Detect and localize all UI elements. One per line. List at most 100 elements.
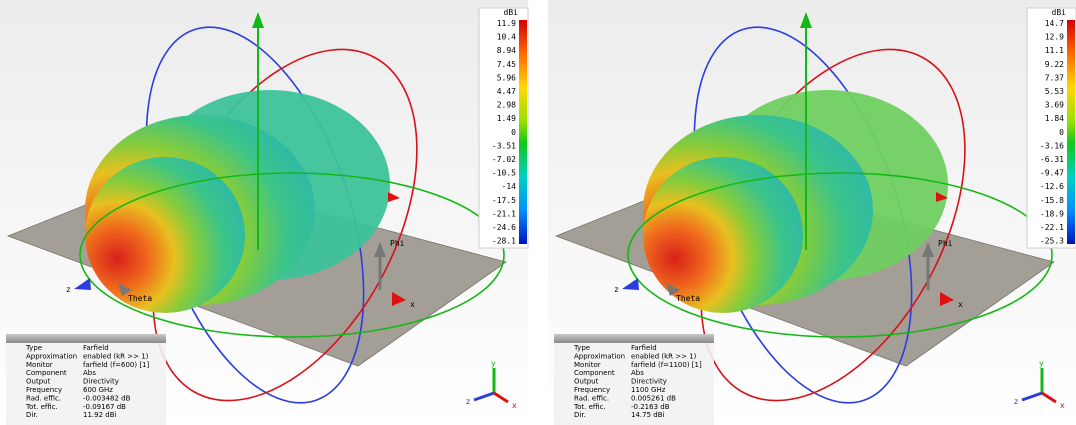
z-axis-label: z <box>614 285 619 294</box>
info-label: Frequency <box>574 386 610 394</box>
colorbar-tick-label: -21.1 <box>492 209 516 218</box>
colorbar-tick-label: -22.1 <box>1040 223 1064 232</box>
axis-triad: y z x <box>466 359 517 410</box>
colorbar-tick-label: -6.31 <box>1040 155 1064 164</box>
colorbar-tick-label: 11.9 <box>497 19 516 28</box>
info-label: Dir. <box>574 411 586 419</box>
info-value: 1100 GHz <box>631 386 666 394</box>
info-value: Farfield <box>83 344 109 352</box>
colorbar-tick-label: -25.3 <box>1040 237 1064 246</box>
triad-y-label: y <box>491 359 496 368</box>
info-label: Frequency <box>26 386 62 394</box>
info-value: enabled (kR >> 1) <box>83 352 149 360</box>
info-label: Dir. <box>26 411 38 419</box>
colorbar-tick-label: 12.9 <box>1045 33 1064 42</box>
info-label: Approximation <box>574 352 625 360</box>
triad-z <box>1021 391 1043 402</box>
info-value: farfield (f=600) [1] <box>83 361 150 369</box>
x-axis-label: x <box>958 300 963 309</box>
green-circle <box>79 172 505 338</box>
colorbar-tick-label: -15.8 <box>1040 196 1064 205</box>
info-value: enabled (kR >> 1) <box>631 352 697 360</box>
colorbar-gradient <box>1067 20 1075 244</box>
x-arrow-head <box>392 292 406 306</box>
colorbar-tick-label: 7.37 <box>1045 73 1064 82</box>
info-label: Component <box>26 369 67 377</box>
info-box: Type Farfield Approximation enabled (kR >> … <box>554 334 714 425</box>
info-label: Output <box>574 378 599 386</box>
colorbar-tick-label: -18.9 <box>1040 209 1064 218</box>
info-value: -0.2163 dB <box>631 403 670 411</box>
info-box-header <box>554 334 714 343</box>
farfield-panel: Phi Theta x z dBi 11.9 10.4 8.94 7.45 5.96 4.47 2.9… <box>0 0 529 425</box>
colorbar-unit: dBi <box>504 8 519 17</box>
triad-x <box>493 391 509 404</box>
colorbar-tick-label: 10.4 <box>497 33 516 42</box>
x-axis-label: x <box>410 300 415 309</box>
triad-z-label: z <box>466 397 470 406</box>
red-marker <box>388 192 400 202</box>
theta-arrow-head <box>666 283 680 296</box>
info-box-body <box>554 343 714 425</box>
axis-triad: y z x <box>1014 359 1065 410</box>
colorbar-tick-label: 7.45 <box>497 60 516 69</box>
colorbar-tick-label: -10.5 <box>492 169 516 178</box>
z-axis-label: z <box>66 285 71 294</box>
farfield-panel: Phi Theta x z dBi 14.7 12.9 11.1 9.22 7.37 5.53 3.6… <box>548 0 1076 425</box>
colorbar: dBi 11.9 10.4 8.94 7.45 5.96 4.47 2.98 1.49 0 -3.5… <box>478 7 529 249</box>
colorbar-tick-label: -12.6 <box>1040 182 1064 191</box>
colorbar-tick-label: 14.7 <box>1045 19 1064 28</box>
colorbar-tick-label: -14 <box>502 182 517 191</box>
colorbar-tick-label: -17.5 <box>492 196 516 205</box>
info-value: -0.003482 dB <box>83 394 131 402</box>
triad-y-label: y <box>1039 359 1044 368</box>
info-value: Abs <box>631 369 644 377</box>
info-value: farfield (f=1100) [1] <box>631 361 702 369</box>
info-value: Abs <box>83 369 96 377</box>
phi-arrow-head <box>374 242 386 257</box>
colorbar-tick-label: 4.47 <box>497 87 516 96</box>
info-value: -0.09167 dB <box>83 403 126 411</box>
colorbar-tick-label: 0 <box>1059 128 1064 137</box>
theta-arrow-head <box>118 283 132 296</box>
colorbar-tick-label: -28.1 <box>492 237 516 246</box>
info-value: Directivity <box>631 378 667 386</box>
arrow-head <box>252 12 264 28</box>
colorbar-tick-label: 8.94 <box>497 46 516 55</box>
colorbar-unit: dBi <box>1052 8 1067 17</box>
triad-x <box>1041 391 1057 404</box>
colorbar-tick-label: 5.53 <box>1045 87 1064 96</box>
colorbar-tick-label: 9.22 <box>1045 60 1064 69</box>
z-arrow-head <box>74 278 91 290</box>
phi-label: Phi <box>390 239 405 248</box>
info-value: Directivity <box>83 378 119 386</box>
pattern-main <box>85 157 245 313</box>
info-value: 600 GHz <box>83 386 113 394</box>
info-value: 11.92 dBi <box>83 411 117 419</box>
green-circle <box>627 172 1053 338</box>
phi-arrow-head <box>922 242 934 257</box>
info-box-body <box>6 343 166 425</box>
info-box: Type Farfield Approximation enabled (kR >> … <box>6 334 166 425</box>
colorbar-gradient <box>519 20 527 244</box>
info-label: Tot. effic. <box>573 403 606 411</box>
colorbar-tick-label: 0 <box>511 128 516 137</box>
info-label: Approximation <box>26 352 77 360</box>
colorbar-tick-label: -3.51 <box>492 141 516 150</box>
colorbar: dBi 14.7 12.9 11.1 9.22 7.37 5.53 3.69 1.84 0 -3.1… <box>1026 7 1076 249</box>
z-arrow-head <box>622 278 639 290</box>
colorbar-tick-label: -24.6 <box>492 223 516 232</box>
triad-z <box>473 391 495 402</box>
theta-label: Theta <box>128 294 152 303</box>
colorbar-tick-label: 3.69 <box>1045 101 1064 110</box>
info-label: Type <box>573 344 590 352</box>
colorbar-tick-label: -9.47 <box>1040 169 1064 178</box>
colorbar-tick-label: 1.49 <box>497 114 516 123</box>
red-marker <box>936 192 948 202</box>
info-label: Rad. effic. <box>26 394 61 402</box>
info-label: Type <box>25 344 42 352</box>
colorbar-tick-label: 2.98 <box>497 101 516 110</box>
info-value: Farfield <box>631 344 657 352</box>
colorbar-tick-label: 5.96 <box>497 73 516 82</box>
